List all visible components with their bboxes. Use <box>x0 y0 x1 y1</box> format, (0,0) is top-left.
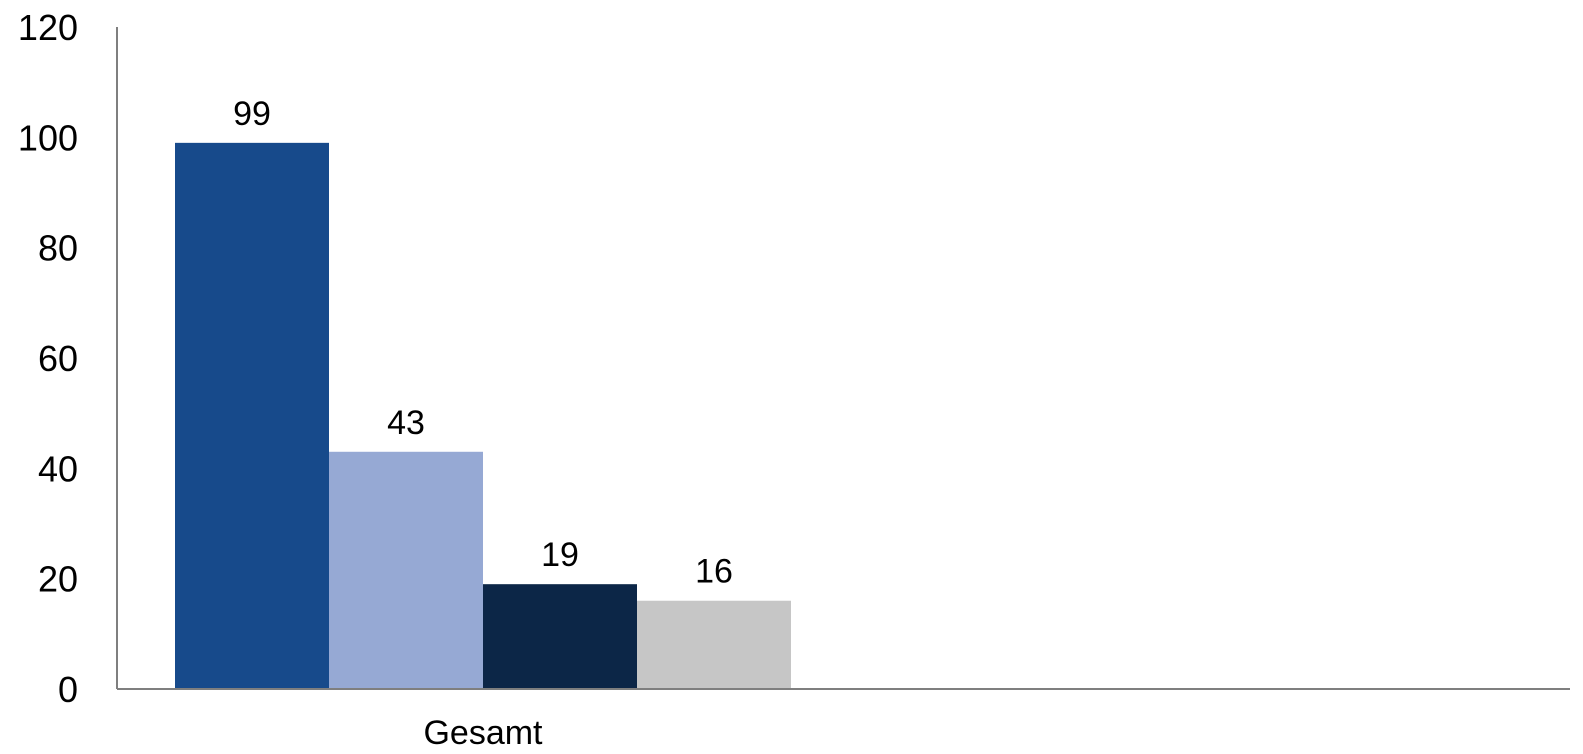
bars-group <box>175 142 791 690</box>
y-tick-label: 20 <box>38 559 78 600</box>
y-tick-label: 0 <box>58 669 78 710</box>
y-tick-label: 80 <box>38 228 78 269</box>
x-category-label: Gesamt <box>423 714 543 752</box>
x-axis-categories: Gesamt <box>423 714 543 752</box>
bar-data-label: 43 <box>387 404 425 442</box>
y-tick-label: 100 <box>18 117 78 158</box>
bar-data-label: 16 <box>695 553 733 591</box>
bar-data-label: 99 <box>233 95 271 133</box>
bar <box>637 600 791 689</box>
bar <box>483 584 637 689</box>
bar <box>175 142 329 690</box>
y-tick-label: 40 <box>38 448 78 489</box>
data-labels-group: 99 43 19 16 <box>233 95 733 591</box>
y-axis-ticks: 0 20 40 60 80 100 120 <box>18 7 78 710</box>
y-tick-label: 120 <box>18 7 78 48</box>
y-tick-label: 60 <box>38 338 78 379</box>
bar-data-label: 19 <box>541 536 579 574</box>
bar <box>329 451 483 689</box>
